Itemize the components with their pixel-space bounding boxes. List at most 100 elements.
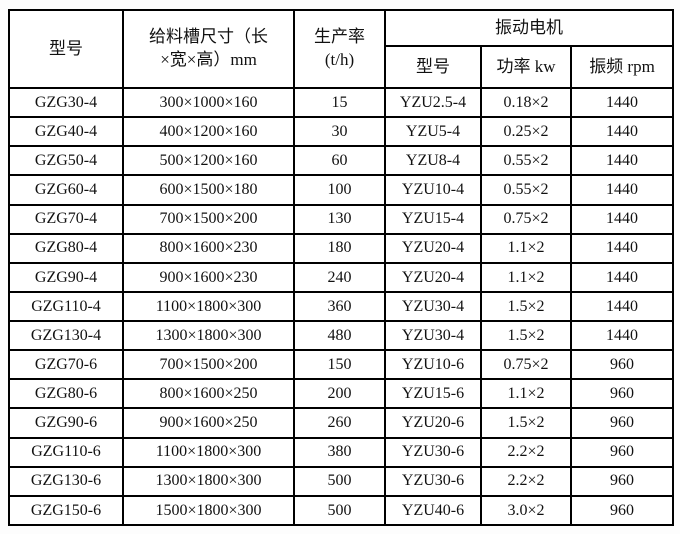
table-row: GZG70-4 700×1500×200 130 YZU15-4 0.75×2 1440 (8, 203, 675, 235)
table-row: GZG30-4 300×1000×160 15 YZU2.5-4 0.18×2 1440 (8, 86, 675, 119)
cell-trough-size: 900×1600×250 (122, 407, 295, 439)
header-row-sub: 型号 功率 kw 振频 rpm (9, 45, 675, 89)
cell-trough-size: 600×1500×180 (122, 174, 295, 206)
cell-trough-size: 1300×1800×300 (122, 465, 295, 497)
header-motor-group: 振动电机 (383, 9, 675, 47)
cell-model: GZG50-4 (8, 145, 124, 177)
cell-trough-size: 800×1600×250 (122, 378, 295, 410)
cell-trough-size: 900×1600×230 (122, 261, 295, 293)
cell-trough-size: 400×1200×160 (122, 116, 295, 148)
cell-motor-frequency: 1440 (569, 319, 675, 352)
cell-motor-model: YZU30-4 (384, 319, 482, 352)
cell-model: GZG130-6 (8, 465, 124, 497)
cell-production-rate: 100 (293, 174, 386, 206)
cell-motor-power: 1.1×2 (480, 378, 572, 410)
cell-motor-frequency: 1440 (569, 116, 675, 148)
cell-motor-frequency: 1440 (569, 232, 675, 264)
cell-motor-power: 1.1×2 (480, 261, 572, 293)
cell-production-rate: 180 (293, 232, 386, 264)
table-row: GZG130-4 1300×1800×300 480 YZU30-4 1.5×2 1440 (8, 319, 675, 352)
header-motor-frequency: 振频 rpm (569, 45, 675, 89)
cell-motor-power: 0.55×2 (480, 174, 572, 206)
cell-motor-power: 0.55×2 (480, 145, 572, 177)
cell-motor-frequency: 960 (569, 407, 675, 439)
cell-production-rate: 200 (293, 378, 386, 410)
table-row: GZG80-6 800×1600×250 200 YZU15-6 1.1×2 960 (8, 378, 675, 410)
cell-motor-model: YZU30-6 (384, 465, 482, 497)
cell-motor-frequency: 1440 (569, 290, 675, 323)
header-motor-model-label: 型号 (416, 56, 450, 76)
cell-motor-power: 2.2×2 (480, 465, 572, 497)
table-row: GZG110-4 1100×1800×300 360 YZU30-4 1.5×2 1440 (8, 290, 675, 323)
cell-motor-model: YZU15-4 (384, 203, 482, 235)
cell-motor-frequency: 1440 (569, 174, 675, 206)
header-production-rate: 生产率 (t/h) (293, 9, 386, 89)
cell-model: GZG40-4 (8, 116, 124, 148)
cell-model: GZG150-6 (8, 494, 124, 527)
cell-motor-model: YZU5-4 (384, 116, 482, 148)
header-production-rate-line2: (t/h) (324, 50, 355, 69)
cell-production-rate: 500 (293, 465, 386, 497)
cell-trough-size: 800×1600×230 (122, 232, 295, 264)
cell-motor-frequency: 1440 (569, 145, 675, 177)
cell-trough-size: 1300×1800×300 (122, 319, 295, 352)
cell-production-rate: 480 (293, 319, 386, 352)
cell-production-rate: 30 (293, 116, 386, 148)
cell-model: GZG130-4 (8, 319, 124, 352)
cell-motor-model: YZU20-4 (384, 232, 482, 264)
cell-motor-power: 1.5×2 (480, 319, 572, 352)
cell-production-rate: 60 (293, 145, 386, 177)
cell-model: GZG110-6 (8, 436, 124, 468)
table-row: GZG70-6 700×1500×200 150 YZU10-6 0.75×2 960 (8, 349, 675, 381)
cell-production-rate: 360 (293, 290, 386, 323)
cell-motor-power: 0.18×2 (480, 86, 572, 119)
header-motor-model: 型号 (384, 45, 482, 89)
cell-motor-power: 0.75×2 (480, 349, 572, 381)
cell-model: GZG70-6 (8, 349, 124, 381)
cell-motor-frequency: 960 (569, 494, 675, 527)
cell-motor-frequency: 1440 (569, 203, 675, 235)
cell-production-rate: 500 (293, 494, 386, 527)
cell-motor-frequency: 960 (569, 378, 675, 410)
cell-motor-model: YZU30-6 (384, 436, 482, 468)
cell-model: GZG90-4 (8, 261, 124, 293)
cell-motor-model: YZU40-6 (384, 494, 482, 527)
header-motor-power-label: 功率 kw (496, 56, 556, 76)
cell-production-rate: 260 (293, 407, 386, 439)
cell-production-rate: 380 (293, 436, 386, 468)
cell-production-rate: 130 (293, 203, 386, 235)
header-trough-size: 给料槽尺寸（长 ×宽×高）mm (122, 9, 295, 89)
cell-motor-power: 0.75×2 (480, 203, 572, 235)
feeder-spec-table: 型号 给料槽尺寸（长 ×宽×高）mm 生产率 (t/h) 振动电机 型号 功率 … (8, 9, 675, 527)
table-row: GZG50-4 500×1200×160 60 YZU8-4 0.55×2 1440 (8, 145, 675, 177)
table-row: GZG110-6 1100×1800×300 380 YZU30-6 2.2×2 960 (8, 436, 675, 468)
table-row: GZG90-6 900×1600×250 260 YZU20-6 1.5×2 960 (8, 407, 675, 439)
header-production-rate-line1: 生产率 (314, 27, 365, 47)
header-motor-group-label: 振动电机 (495, 17, 564, 37)
cell-motor-power: 1.1×2 (480, 232, 572, 264)
header-model: 型号 (8, 9, 124, 89)
cell-model: GZG110-4 (8, 290, 124, 323)
cell-model: GZG80-6 (8, 378, 124, 410)
cell-model: GZG30-4 (8, 86, 124, 119)
table-row: GZG130-6 1300×1800×300 500 YZU30-6 2.2×2 960 (8, 465, 675, 497)
cell-model: GZG60-4 (8, 174, 124, 206)
table-row: GZG90-4 900×1600×230 240 YZU20-4 1.1×2 1440 (8, 261, 675, 293)
cell-motor-power: 0.25×2 (480, 116, 572, 148)
cell-model: GZG90-6 (8, 407, 124, 439)
cell-motor-frequency: 1440 (569, 86, 675, 119)
cell-motor-frequency: 960 (569, 436, 675, 468)
cell-trough-size: 500×1200×160 (122, 145, 295, 177)
cell-motor-power: 2.2×2 (480, 436, 572, 468)
cell-production-rate: 150 (293, 349, 386, 381)
header-trough-size-line2: ×宽×高）mm (160, 50, 257, 69)
cell-motor-power: 3.0×2 (480, 494, 572, 527)
cell-trough-size: 300×1000×160 (122, 86, 295, 119)
cell-motor-model: YZU30-4 (384, 290, 482, 323)
cell-motor-model: YZU20-4 (384, 261, 482, 293)
cell-motor-model: YZU10-4 (384, 174, 482, 206)
cell-model: GZG70-4 (8, 203, 124, 235)
header-trough-size-line1: 给料槽尺寸（长 (149, 27, 268, 47)
cell-trough-size: 1100×1800×300 (122, 436, 295, 468)
cell-motor-frequency: 960 (569, 465, 675, 497)
